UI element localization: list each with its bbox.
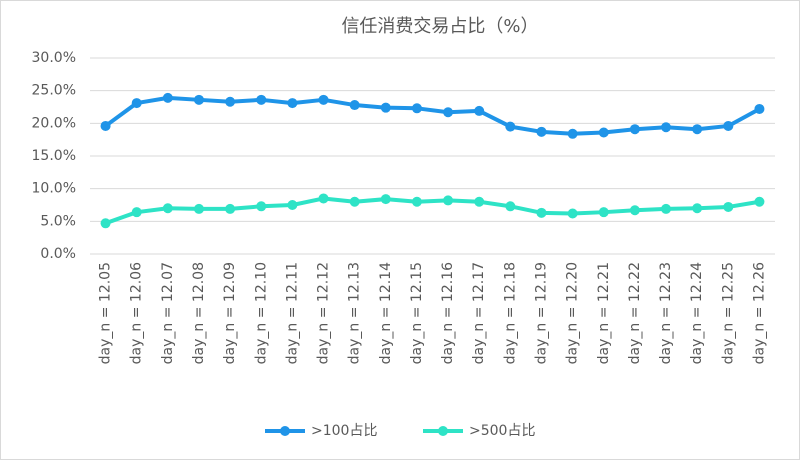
data-point bbox=[131, 207, 142, 218]
data-point bbox=[754, 103, 765, 114]
x-tick-label: day_n = 12.26 bbox=[751, 262, 767, 364]
x-tick-label: day_n = 12.22 bbox=[627, 262, 643, 364]
x-tick-label: day_n = 12.12 bbox=[316, 262, 332, 364]
x-tick-label: day_n = 12.23 bbox=[658, 262, 674, 364]
data-point bbox=[567, 128, 578, 139]
data-point bbox=[598, 207, 609, 218]
x-tick-label: day_n = 12.21 bbox=[596, 262, 612, 364]
y-tick-label: 5.0% bbox=[40, 213, 76, 229]
data-point bbox=[318, 94, 329, 105]
data-point bbox=[100, 218, 111, 229]
data-point bbox=[443, 107, 454, 118]
y-tick-label: 10.0% bbox=[32, 181, 76, 197]
legend-label: >500占比 bbox=[469, 423, 535, 439]
y-tick-label: 30.0% bbox=[32, 50, 76, 66]
data-point bbox=[754, 196, 765, 207]
data-point bbox=[287, 200, 298, 210]
data-point bbox=[474, 196, 485, 207]
y-tick-label: 25.0% bbox=[32, 83, 76, 99]
data-point bbox=[380, 102, 391, 113]
y-tick-label: 20.0% bbox=[32, 115, 76, 131]
x-tick-label: day_n = 12.19 bbox=[533, 262, 549, 364]
x-tick-label: day_n = 12.06 bbox=[129, 262, 145, 364]
data-point bbox=[256, 201, 267, 212]
data-point bbox=[661, 122, 672, 133]
x-tick-label: day_n = 12.18 bbox=[502, 262, 518, 364]
legend-label: >100占比 bbox=[311, 423, 377, 439]
data-point bbox=[692, 203, 703, 214]
data-point bbox=[225, 203, 236, 214]
data-point bbox=[131, 98, 142, 109]
x-tick-label: day_n = 12.16 bbox=[440, 262, 456, 364]
data-point bbox=[287, 98, 298, 109]
data-point bbox=[443, 195, 454, 206]
data-point bbox=[318, 193, 329, 204]
legend-marker bbox=[438, 426, 448, 436]
data-point bbox=[692, 124, 703, 135]
x-tick-label: day_n = 12.08 bbox=[191, 262, 207, 364]
data-point bbox=[661, 203, 672, 214]
data-point bbox=[505, 201, 516, 212]
series-line bbox=[104, 196, 760, 226]
data-point bbox=[536, 126, 547, 137]
x-tick-label: day_n = 12.14 bbox=[378, 262, 394, 364]
x-tick-label: day_n = 12.07 bbox=[160, 262, 176, 364]
data-point bbox=[598, 127, 609, 138]
data-point bbox=[474, 105, 485, 116]
x-tick-label: day_n = 12.20 bbox=[565, 262, 581, 364]
series-line bbox=[104, 95, 761, 136]
x-tick-label: day_n = 12.10 bbox=[253, 262, 269, 364]
data-point bbox=[536, 207, 547, 218]
data-point bbox=[411, 196, 422, 207]
data-point bbox=[193, 203, 204, 214]
x-tick-label: day_n = 12.24 bbox=[689, 262, 705, 364]
x-tick-label: day_n = 12.09 bbox=[222, 262, 238, 364]
data-point bbox=[162, 203, 173, 214]
x-tick-label: day_n = 12.11 bbox=[284, 262, 300, 364]
data-point bbox=[100, 120, 111, 131]
x-tick-label: day_n = 12.17 bbox=[471, 262, 487, 364]
x-tick-label: day_n = 12.13 bbox=[347, 262, 363, 364]
data-point bbox=[162, 92, 173, 103]
data-point bbox=[193, 94, 204, 105]
x-tick-label: day_n = 12.15 bbox=[409, 262, 425, 364]
x-tick-label: day_n = 12.05 bbox=[98, 262, 114, 364]
data-point bbox=[505, 121, 516, 132]
legend-marker bbox=[280, 426, 290, 436]
data-point bbox=[349, 196, 360, 207]
data-point bbox=[256, 94, 267, 105]
data-point bbox=[629, 205, 640, 216]
data-point bbox=[380, 194, 391, 205]
data-point bbox=[567, 208, 578, 219]
y-tick-label: 15.0% bbox=[32, 148, 76, 164]
chart-title: 信任消费交易占比（%） bbox=[341, 16, 538, 37]
y-tick-label: 0.0% bbox=[40, 246, 76, 262]
data-point bbox=[723, 120, 734, 131]
data-point bbox=[349, 100, 360, 111]
data-point bbox=[411, 103, 422, 114]
data-point bbox=[225, 96, 236, 107]
data-point bbox=[723, 201, 734, 212]
x-tick-label: day_n = 12.25 bbox=[720, 262, 736, 364]
data-point bbox=[629, 124, 640, 135]
